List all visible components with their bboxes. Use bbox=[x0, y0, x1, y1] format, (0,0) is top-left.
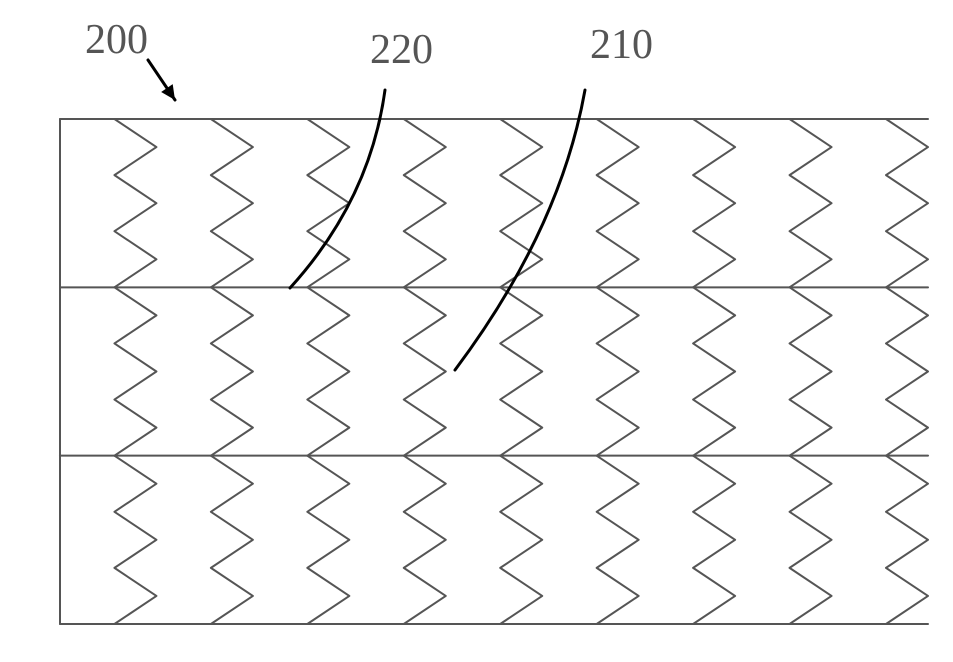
zigzag-pattern bbox=[60, 119, 928, 624]
label-210: 210 bbox=[590, 21, 653, 69]
patent-figure bbox=[0, 0, 953, 662]
label-200: 200 bbox=[85, 16, 148, 64]
label-220: 220 bbox=[370, 26, 433, 74]
leader-lines bbox=[148, 60, 585, 370]
